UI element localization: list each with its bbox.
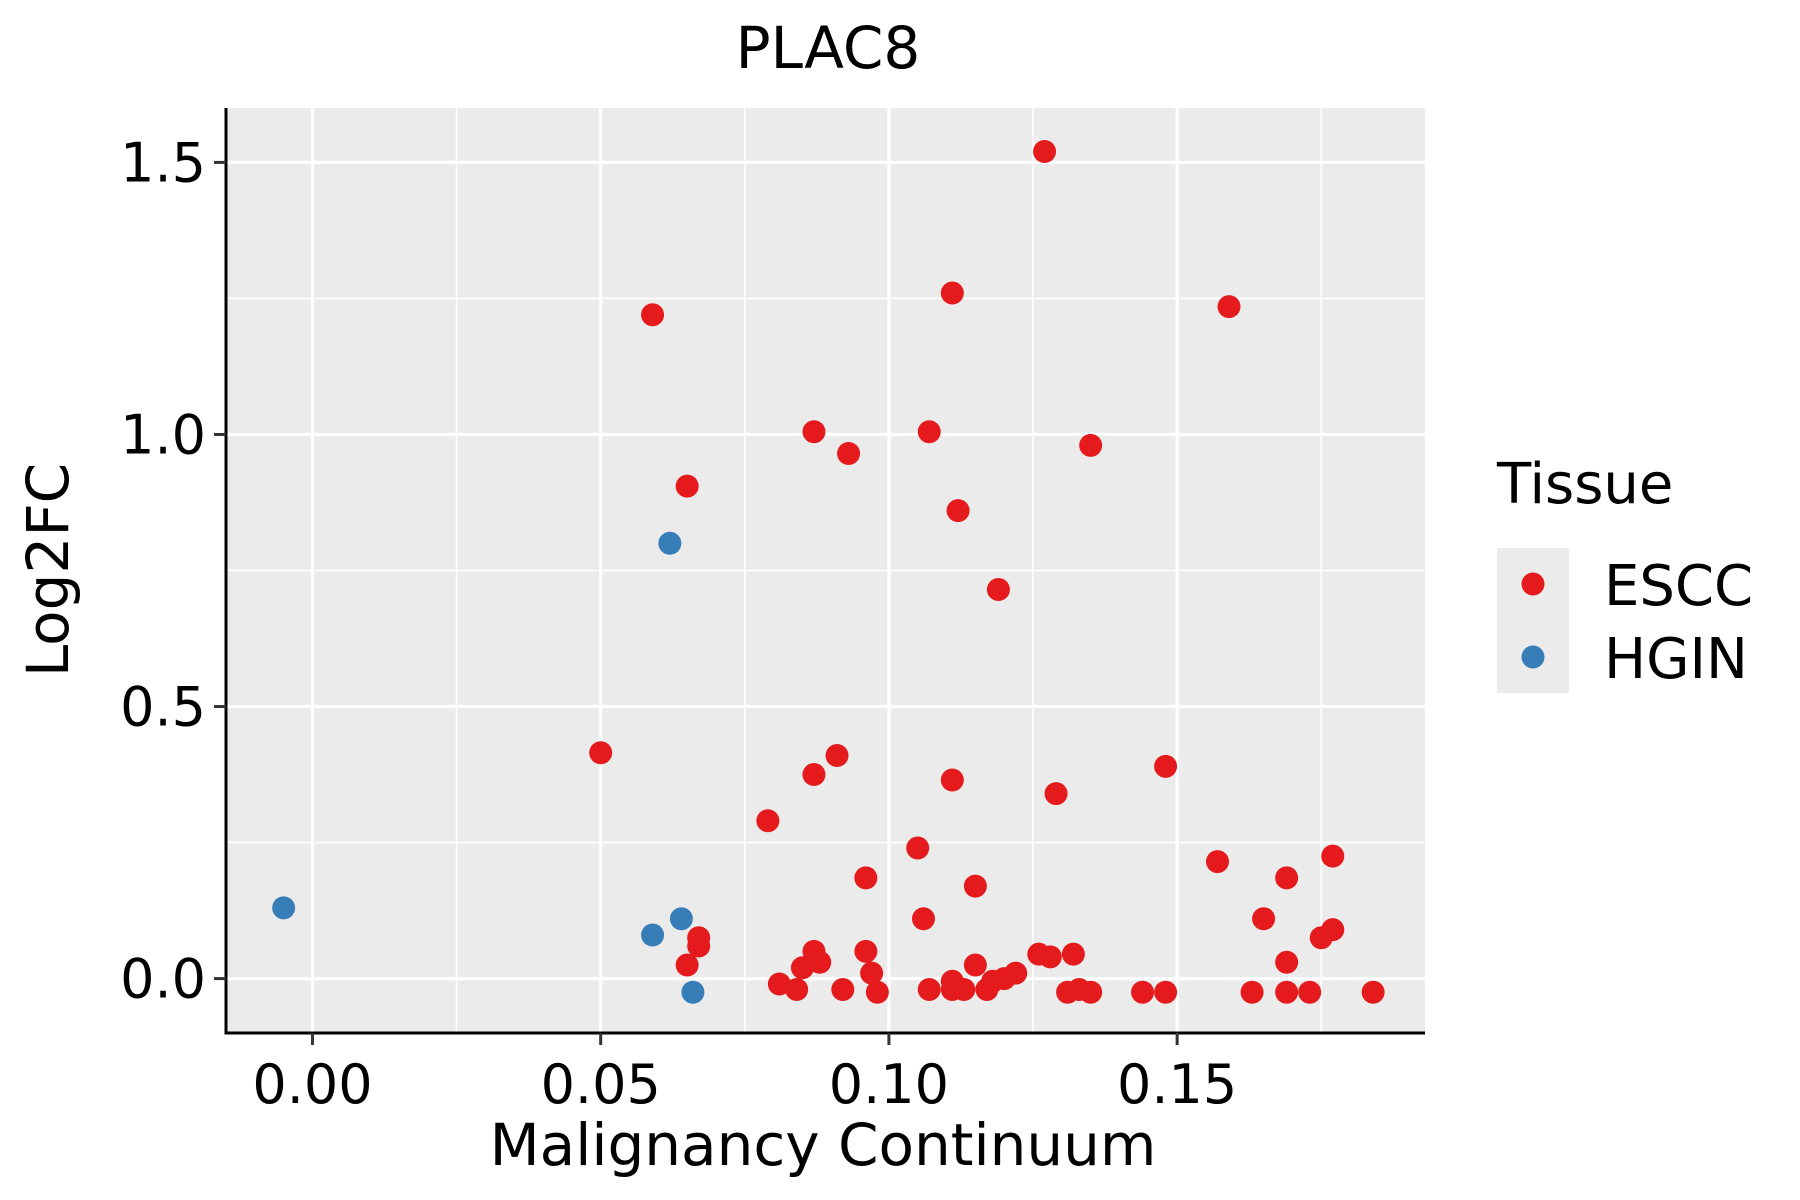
point-escc	[641, 303, 665, 327]
point-escc	[1217, 295, 1241, 319]
point-escc	[1252, 907, 1276, 931]
legend-label-hgin: HGIN	[1604, 627, 1748, 692]
point-escc	[808, 950, 832, 974]
point-escc	[854, 866, 878, 890]
point-escc	[917, 977, 941, 1001]
y-tick-label: 0.0	[120, 948, 206, 1011]
data-points	[272, 140, 1385, 1004]
point-escc	[1038, 945, 1062, 969]
point-escc	[1079, 433, 1103, 457]
legend-key-hgin	[1521, 645, 1545, 669]
point-escc	[1275, 980, 1299, 1004]
point-escc	[865, 980, 889, 1004]
point-escc	[940, 768, 964, 792]
point-escc	[952, 977, 976, 1001]
point-escc	[802, 763, 826, 787]
x-tick-label: 0.15	[1117, 1053, 1237, 1116]
axes: 0.00 0.05 0.10 0.15 0.0 0.5 1.0 1.5	[120, 108, 1425, 1116]
point-escc	[1044, 782, 1068, 806]
legend-key-background	[1497, 548, 1569, 693]
x-tick-label: 0.00	[252, 1053, 372, 1116]
point-escc	[825, 744, 849, 767]
point-escc	[756, 809, 780, 833]
point-escc	[854, 939, 878, 963]
chart-title: PLAC8	[736, 14, 921, 82]
point-escc	[767, 972, 791, 996]
y-axis-title: Log2FC	[14, 463, 82, 677]
y-tick-label: 1.0	[120, 403, 206, 466]
legend: Tissue ESCC HGIN	[1496, 452, 1753, 693]
point-escc	[1275, 866, 1299, 890]
point-escc	[1321, 844, 1345, 868]
point-hgin	[272, 896, 296, 920]
x-axis-title: Malignancy Continuum	[490, 1111, 1157, 1179]
point-escc	[975, 977, 999, 1001]
point-escc	[1061, 942, 1085, 966]
point-escc	[963, 953, 987, 977]
point-escc	[1154, 980, 1178, 1004]
point-escc	[1131, 980, 1155, 1004]
point-hgin	[669, 907, 693, 931]
point-escc	[986, 578, 1010, 602]
point-escc	[589, 741, 613, 765]
point-escc	[906, 836, 930, 860]
legend-key-escc	[1521, 572, 1545, 596]
x-tick-label: 0.10	[829, 1053, 949, 1116]
point-escc	[917, 420, 941, 444]
point-escc	[946, 499, 970, 523]
point-escc	[1079, 980, 1103, 1004]
point-escc	[1205, 850, 1229, 874]
point-escc	[1033, 140, 1057, 164]
point-escc	[1361, 980, 1385, 1004]
point-escc	[675, 953, 699, 977]
point-escc	[687, 934, 711, 958]
y-tick-label: 0.5	[120, 676, 206, 739]
legend-title: Tissue	[1496, 452, 1673, 517]
point-escc	[992, 967, 1016, 991]
point-hgin	[641, 923, 665, 947]
point-escc	[1298, 980, 1322, 1004]
point-escc	[831, 977, 855, 1001]
point-escc	[802, 420, 826, 444]
point-hgin	[658, 531, 682, 555]
y-tick-label: 1.5	[120, 131, 206, 194]
point-escc	[837, 442, 861, 466]
point-escc	[911, 907, 935, 931]
point-escc	[940, 281, 964, 305]
plot-panel	[226, 108, 1425, 1033]
point-escc	[790, 956, 814, 980]
point-escc	[785, 977, 809, 1001]
point-escc	[963, 874, 987, 898]
legend-label-escc: ESCC	[1604, 554, 1753, 619]
point-escc	[1154, 754, 1178, 778]
point-escc	[675, 474, 699, 498]
point-escc	[1309, 926, 1333, 950]
point-escc	[860, 961, 884, 985]
point-hgin	[681, 980, 705, 1004]
point-escc	[1275, 950, 1299, 974]
x-tick-label: 0.05	[541, 1053, 661, 1116]
point-escc	[1240, 980, 1264, 1004]
